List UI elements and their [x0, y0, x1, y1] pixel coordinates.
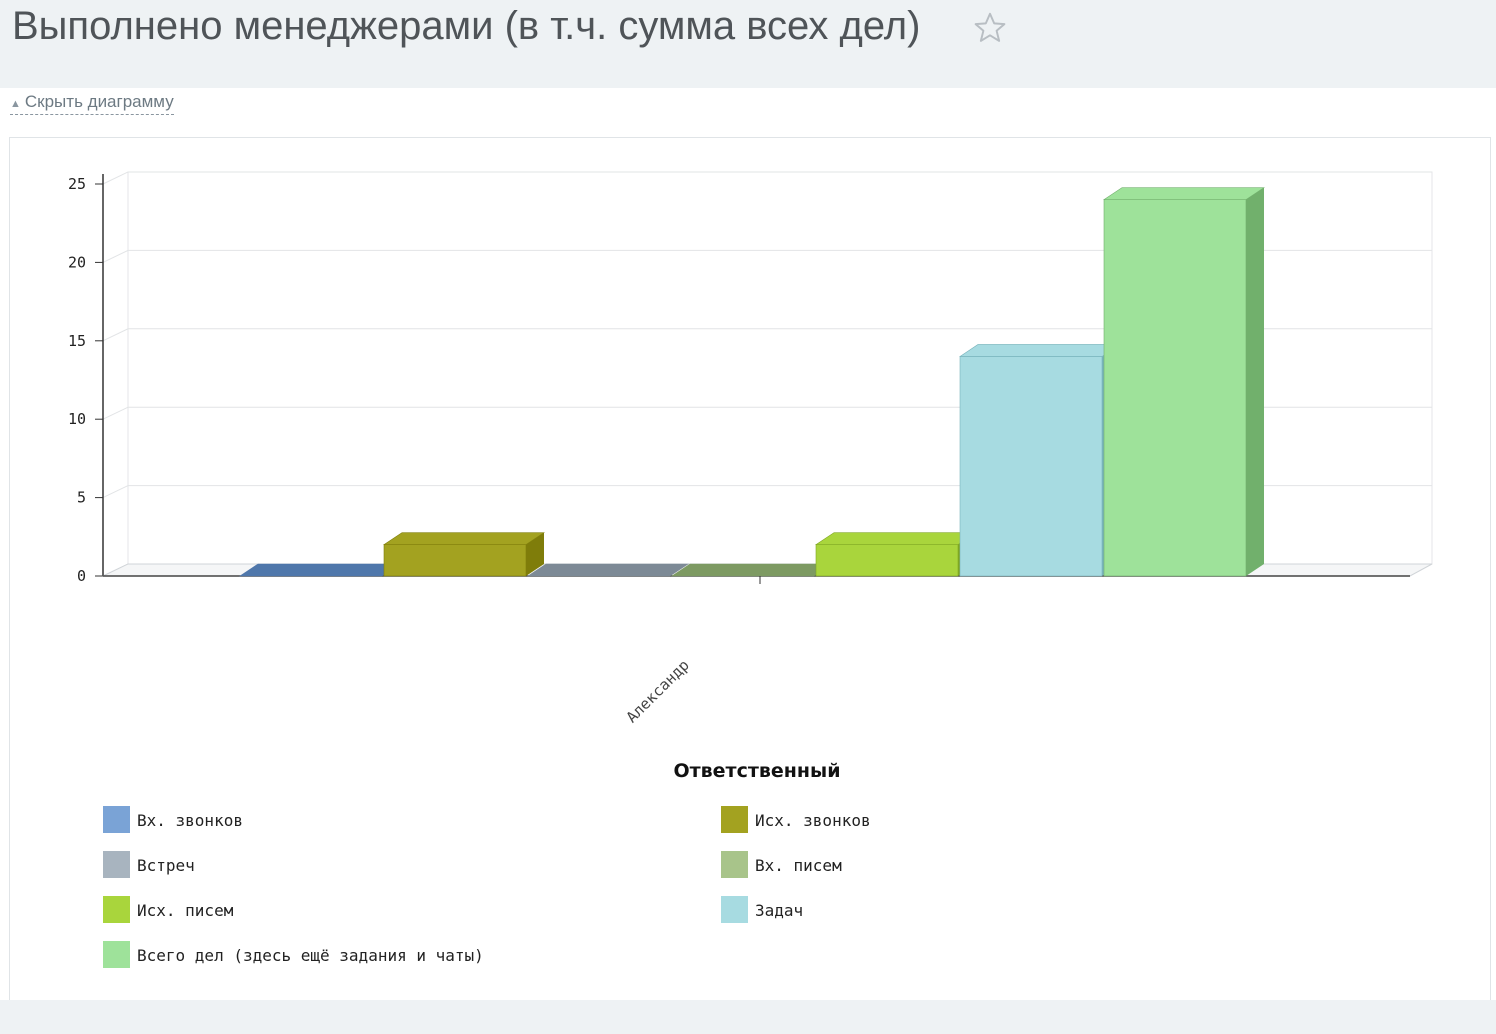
bar-top: [671, 563, 833, 577]
bar-top: [1103, 187, 1265, 200]
y-tick-label: 15: [68, 332, 86, 350]
y-tick-label: 10: [68, 410, 86, 428]
bar-front: [815, 544, 959, 577]
hide-chart-label: Скрыть диаграмму: [24, 92, 174, 111]
bar-chart: 0 5 10 15 20 25 Александр Ответственный Вх. звон…: [68, 171, 1433, 968]
legend-label: Всего дел (здесь ещё задания и чаты): [137, 946, 484, 965]
x-axis-title: Ответственный: [673, 760, 840, 782]
gridline: [102, 328, 1432, 342]
legend-label: Исх. звонков: [755, 811, 871, 830]
x-category-label: Александр: [623, 656, 693, 726]
bar-front: [959, 356, 1103, 577]
bar-front: [1103, 199, 1247, 577]
legend-swatch: [721, 896, 748, 923]
bar-top: [239, 563, 401, 577]
y-tick-label: 20: [68, 253, 86, 271]
y-tick-label: 25: [68, 175, 86, 193]
hide-chart-link[interactable]: ▲ Скрыть диаграмму: [10, 92, 174, 115]
bar-top: [383, 532, 545, 545]
bar-top: [959, 344, 1121, 357]
legend-label: Исх. писем: [137, 901, 234, 920]
caret-up-icon: ▲: [10, 98, 21, 110]
bar-side: [526, 532, 544, 576]
legend-swatch: [103, 851, 130, 878]
legend-swatch: [103, 896, 130, 923]
legend-swatch: [103, 806, 130, 833]
gridline: [102, 249, 1432, 263]
legend-swatch: [721, 851, 748, 878]
report-content: ▲ Скрыть диаграмму 0 5 10 15 20 25 Александр Отв…: [0, 88, 1496, 1000]
legend-swatch: [721, 806, 748, 833]
chart-container: 0 5 10 15 20 25 Александр Ответственный Вх. звон…: [9, 137, 1491, 1000]
page-title: Выполнено менеджерами (в т.ч. сумма всех…: [12, 4, 921, 48]
bar-side: [1246, 187, 1264, 576]
y-tick-label: 5: [77, 489, 86, 507]
legend-label: Вх. звонков: [137, 811, 243, 830]
y-tick-label: 0: [77, 567, 86, 585]
bar-top: [527, 563, 689, 577]
star-icon[interactable]: [972, 10, 1008, 46]
page-footer-area: [0, 1000, 1496, 1034]
legend-label: Вх. писем: [755, 856, 842, 875]
legend-label: Встреч: [137, 856, 195, 875]
legend-swatch: [103, 941, 130, 968]
bar-top: [815, 532, 977, 545]
gridline: [102, 171, 1432, 185]
legend-label: Задач: [755, 901, 803, 920]
bar-front: [383, 544, 527, 577]
